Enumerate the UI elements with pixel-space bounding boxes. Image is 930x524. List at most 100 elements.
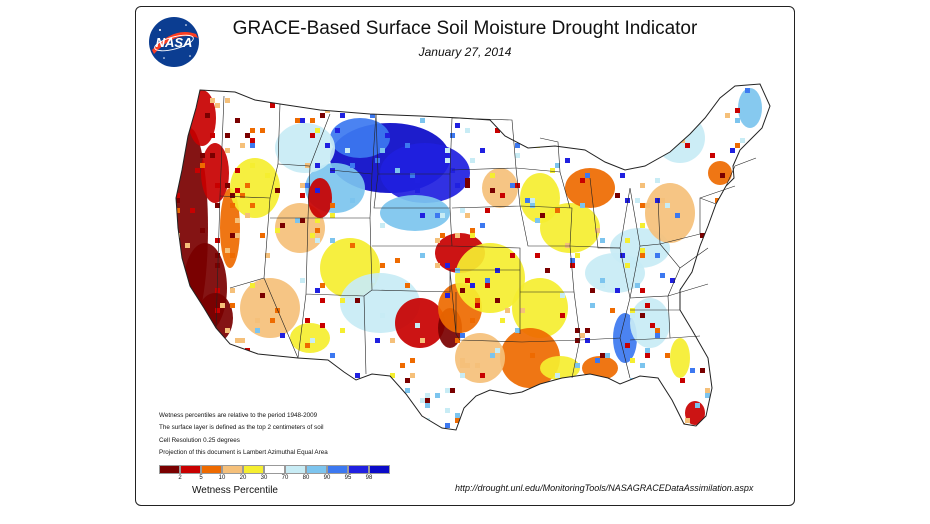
grid-cell — [270, 388, 275, 393]
grid-cell — [775, 243, 780, 248]
grid-cell — [480, 78, 485, 83]
grid-cell — [460, 288, 465, 293]
grid-cell — [455, 183, 460, 188]
grid-cell — [575, 388, 580, 393]
nasa-logo-icon: NASA — [149, 17, 199, 67]
grid-cell — [455, 123, 460, 128]
grid-cell — [635, 153, 640, 158]
grid-cell — [230, 233, 235, 238]
grid-cell — [630, 358, 635, 363]
grid-cell — [440, 433, 445, 438]
grid-cell — [335, 128, 340, 133]
grid-cell — [380, 313, 385, 318]
grid-cell — [645, 203, 650, 208]
grid-cell — [635, 84, 640, 88]
grid-cell — [760, 193, 765, 198]
grid-cell — [225, 84, 230, 88]
grid-cell — [410, 373, 415, 378]
grid-cell — [265, 363, 270, 368]
grid-cell — [480, 373, 485, 378]
grid-cell — [525, 88, 530, 93]
grid-cell — [460, 103, 465, 108]
grid-cell — [550, 108, 555, 113]
grid-cell — [770, 103, 775, 108]
grid-cell — [675, 213, 680, 218]
grid-cell — [460, 333, 465, 338]
grid-cell — [505, 398, 510, 403]
grid-cell — [275, 98, 280, 103]
grid-cell — [780, 343, 785, 348]
grid-cell — [170, 363, 175, 368]
grid-cell — [215, 183, 220, 188]
grid-cell — [470, 158, 475, 163]
grid-cell — [180, 308, 185, 313]
grid-cell — [600, 353, 605, 358]
grid-cell — [705, 393, 710, 398]
grid-cell — [715, 243, 720, 248]
grid-cell — [455, 413, 460, 418]
grid-cell — [380, 393, 385, 398]
grid-cell — [350, 163, 355, 168]
grid-cell — [650, 323, 655, 328]
grid-cell — [305, 343, 310, 348]
grid-cell — [300, 218, 305, 223]
grid-cell — [410, 358, 415, 363]
grid-cell — [320, 113, 325, 118]
grid-cell — [470, 403, 475, 408]
grid-cell — [645, 353, 650, 358]
grid-cell — [580, 178, 585, 183]
grid-cell — [480, 103, 485, 108]
grid-cell — [235, 118, 240, 123]
grid-cell — [625, 343, 630, 348]
legend-tick-label: 10 — [218, 475, 226, 481]
grid-cell — [475, 298, 480, 303]
grid-cell — [425, 398, 430, 403]
grid-cell — [740, 138, 745, 143]
grid-cell — [745, 303, 750, 308]
grid-cell — [640, 203, 645, 208]
grid-cell — [730, 268, 735, 273]
legend-tick-label: 80 — [302, 475, 310, 481]
grid-cell — [690, 368, 695, 373]
grid-cell — [185, 98, 190, 103]
grid-cell — [395, 168, 400, 173]
grid-cell — [176, 153, 180, 158]
wetness-region — [540, 356, 580, 380]
grid-cell — [240, 193, 245, 198]
wetness-region — [670, 338, 690, 378]
grid-cell — [745, 423, 750, 428]
grid-cell — [475, 363, 480, 368]
grid-cell — [585, 138, 590, 143]
grid-cell — [385, 103, 390, 108]
grid-cell — [625, 263, 630, 268]
grid-cell — [225, 148, 230, 153]
grid-cell — [565, 158, 570, 163]
grid-cell — [215, 308, 220, 313]
grid-cell — [465, 113, 470, 118]
grid-cell — [640, 223, 645, 228]
grid-cell — [515, 328, 520, 333]
grid-cell — [785, 88, 790, 93]
grid-cell — [176, 198, 180, 203]
grid-cell — [450, 133, 455, 138]
grid-cell — [465, 213, 470, 218]
grid-cell — [575, 253, 580, 258]
grid-cell — [700, 233, 705, 238]
legend-title: Wetness Percentile — [192, 485, 278, 496]
grid-cell — [235, 188, 240, 193]
grid-cell — [300, 183, 305, 188]
grid-cell — [260, 293, 265, 298]
grid-cell — [640, 363, 645, 368]
grid-cell — [615, 113, 620, 118]
grid-cell — [630, 403, 635, 408]
grid-cell — [745, 343, 750, 348]
grid-cell — [735, 418, 740, 423]
grid-cell — [205, 113, 210, 118]
grid-cell — [435, 263, 440, 268]
grid-cell — [605, 353, 610, 358]
grid-cell — [405, 388, 410, 393]
grid-cell — [176, 268, 180, 273]
grid-cell — [560, 293, 565, 298]
grid-cell — [545, 108, 550, 113]
grid-cell — [235, 353, 240, 358]
